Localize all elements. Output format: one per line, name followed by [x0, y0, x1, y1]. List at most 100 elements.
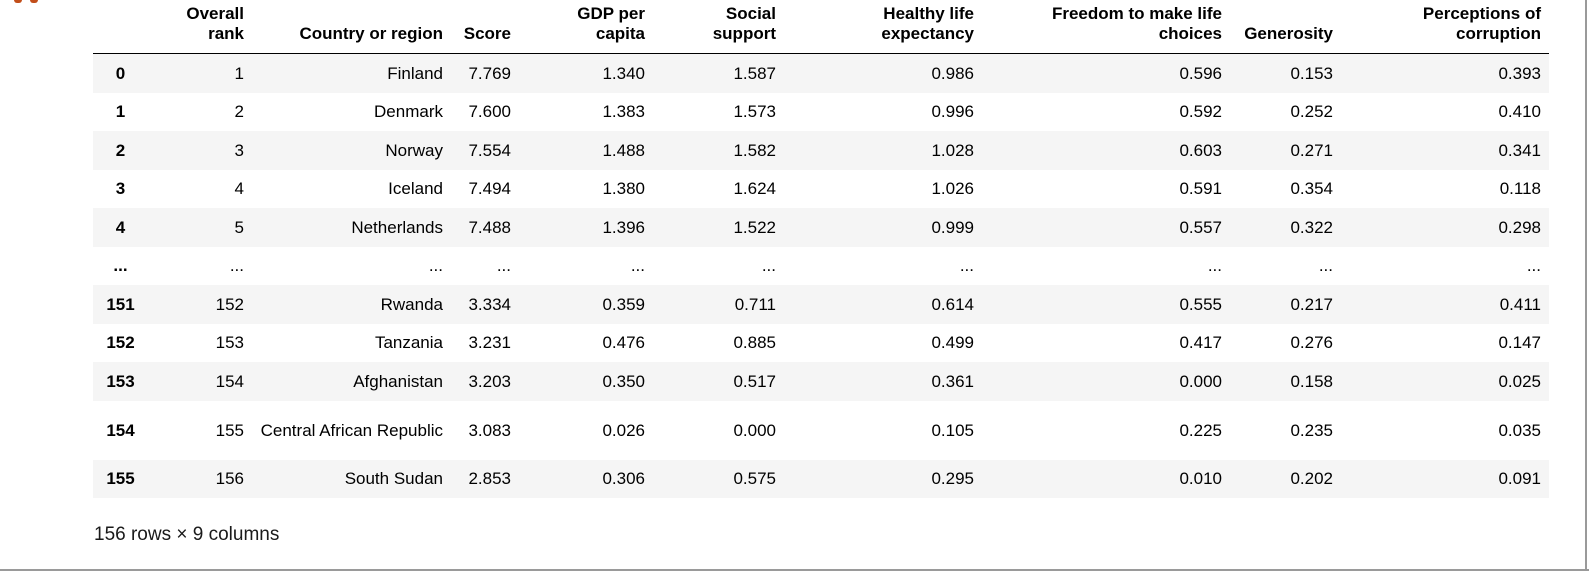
cell-gdp-per-capita: 1.340 — [602, 63, 645, 83]
cell-bottom-border — [0, 569, 1589, 571]
cell-index: 152 — [106, 333, 135, 353]
cell-gdp-per-capita: 0.350 — [602, 371, 645, 391]
cell-social-support: 1.573 — [733, 102, 776, 122]
cell-overall-rank: 153 — [215, 333, 244, 353]
cell-overall-rank: 3 — [234, 140, 244, 160]
cell-gdp-per-capita: 1.488 — [602, 140, 645, 160]
cell-healthy-life-expectancy: 0.999 — [931, 217, 974, 237]
cell-freedom-to-make-life-choices: 0.010 — [1179, 469, 1222, 489]
cell-perceptions-of-corruption: 0.341 — [1498, 140, 1541, 160]
cell-perceptions-of-corruption: 0.035 — [1498, 420, 1541, 440]
cell-generosity: 0.153 — [1290, 63, 1333, 83]
cell-overall-rank: 154 — [215, 371, 244, 391]
cell-social-support: 1.587 — [733, 63, 776, 83]
cell-social-support: 0.000 — [733, 420, 776, 440]
cell-score: 3.203 — [468, 371, 511, 391]
cell-healthy-life-expectancy: 0.105 — [931, 420, 974, 440]
cell-freedom-to-make-life-choices: 0.603 — [1179, 140, 1222, 160]
cell-index: 154 — [106, 420, 135, 440]
column-header-healthy-life-expectancy: Healthy life expectancy — [784, 0, 982, 54]
cell-country-or-region: Norway — [385, 140, 443, 160]
cell-healthy-life-expectancy: 0.986 — [931, 63, 974, 83]
dataframe-output: Overall rank Country or region Score GDP… — [93, 0, 1549, 498]
cell-right-border — [1585, 0, 1587, 571]
cell-score: 3.231 — [468, 333, 511, 353]
cell-generosity: 0.271 — [1290, 140, 1333, 160]
cell-index: 3 — [115, 179, 126, 199]
table-row: 2 3 Norway 7.554 1.488 1.582 1.028 0.603 0.271 0.… — [93, 131, 1549, 170]
cell-healthy-life-expectancy: ... — [959, 256, 974, 276]
cell-generosity: 0.276 — [1290, 333, 1333, 353]
cell-healthy-life-expectancy: 0.295 — [931, 469, 974, 489]
cell-score: 7.488 — [468, 217, 511, 237]
cell-healthy-life-expectancy: 1.028 — [931, 140, 974, 160]
cell-perceptions-of-corruption: 0.025 — [1498, 371, 1541, 391]
cell-score: 7.494 — [468, 179, 511, 199]
cell-country-or-region: Netherlands — [351, 217, 443, 237]
cell-gdp-per-capita: ... — [630, 256, 645, 276]
cell-generosity: 0.354 — [1290, 179, 1333, 199]
cell-healthy-life-expectancy: 0.614 — [931, 294, 974, 314]
cell-freedom-to-make-life-choices: 0.596 — [1179, 63, 1222, 83]
cell-social-support: 1.522 — [733, 217, 776, 237]
cell-score: 3.334 — [468, 294, 511, 314]
cell-overall-rank: 156 — [215, 469, 244, 489]
column-header-perceptions-of-corruption: Perceptions of corruption — [1341, 0, 1549, 54]
cell-freedom-to-make-life-choices: 0.225 — [1179, 420, 1222, 440]
cell-score: ... — [496, 256, 511, 276]
cell-freedom-to-make-life-choices: 0.555 — [1179, 294, 1222, 314]
table-row: 154 155 Central African Republic 3.083 0.026… — [93, 401, 1549, 460]
cell-perceptions-of-corruption: 0.147 — [1498, 333, 1541, 353]
cell-perceptions-of-corruption: 0.393 — [1498, 63, 1541, 83]
table-header-row: Overall rank Country or region Score GDP… — [93, 0, 1549, 54]
cell-country-or-region: Central African Republic — [260, 420, 443, 440]
cell-social-support: 0.711 — [734, 294, 776, 314]
cell-index: 0 — [115, 63, 126, 83]
table-row: 1 2 Denmark 7.600 1.383 1.573 0.996 0.592 0.252 0… — [93, 93, 1549, 132]
cell-country-or-region: ... — [428, 256, 443, 276]
column-header-score: Score — [451, 0, 519, 54]
cell-social-support: 1.624 — [733, 179, 776, 199]
cell-perceptions-of-corruption: 0.411 — [1499, 294, 1541, 314]
cell-perceptions-of-corruption: 0.410 — [1498, 102, 1541, 122]
column-header-social-support: Social support — [653, 0, 784, 54]
table-row: 151 152 Rwanda 3.334 0.359 0.711 0.614 0.555 0.2… — [93, 285, 1549, 324]
cell-score: 7.769 — [468, 63, 511, 83]
column-header-freedom-to-make-life-choices: Freedom to make life choices — [982, 0, 1230, 54]
cell-social-support: 0.885 — [733, 333, 776, 353]
cell-overall-rank: 152 — [215, 294, 244, 314]
cell-country-or-region: Tanzania — [374, 333, 443, 353]
cell-freedom-to-make-life-choices: ... — [1207, 256, 1222, 276]
cell-perceptions-of-corruption: 0.091 — [1498, 469, 1541, 489]
cell-overall-rank: 1 — [234, 63, 244, 83]
cell-overall-rank: 4 — [234, 179, 244, 199]
cell-generosity: 0.202 — [1290, 469, 1333, 489]
cell-score: 3.083 — [468, 420, 511, 440]
cell-index: ... — [113, 256, 128, 276]
table-row: 153 154 Afghanistan 3.203 0.350 0.517 0.361 0.0… — [93, 362, 1549, 401]
cell-index: 1 — [115, 102, 126, 122]
table-ellipsis-row: .............................. — [93, 247, 1549, 286]
cell-gdp-per-capita: 0.026 — [602, 420, 645, 440]
cell-score: 7.554 — [468, 140, 511, 160]
cell-generosity: 0.158 — [1290, 371, 1333, 391]
cell-healthy-life-expectancy: 0.361 — [931, 371, 974, 391]
table-row: 152 153 Tanzania 3.231 0.476 0.885 0.499 0.417 0… — [93, 324, 1549, 363]
table-row: 155 156 South Sudan 2.853 0.306 0.575 0.295 0.0… — [93, 459, 1549, 498]
cell-gdp-per-capita: 1.380 — [602, 179, 645, 199]
cell-freedom-to-make-life-choices: 0.557 — [1179, 217, 1222, 237]
cell-index: 4 — [115, 217, 126, 237]
cell-score: 7.600 — [468, 102, 511, 122]
cell-healthy-life-expectancy: 0.996 — [931, 102, 974, 122]
cell-index: 153 — [106, 371, 135, 391]
dataframe-table: Overall rank Country or region Score GDP… — [93, 0, 1549, 498]
cell-country-or-region: Finland — [387, 63, 443, 83]
cell-index: 155 — [106, 469, 135, 489]
cell-score: 2.853 — [468, 469, 511, 489]
column-header-gdp-per-capita: GDP per capita — [519, 0, 653, 54]
cell-social-support: 0.517 — [733, 371, 776, 391]
table-row: 3 4 Iceland 7.494 1.380 1.624 1.026 0.591 0.354 0… — [93, 170, 1549, 209]
cell-country-or-region: Rwanda — [380, 294, 443, 314]
cell-social-support: ... — [761, 256, 776, 276]
cell-overall-rank: 2 — [234, 102, 244, 122]
